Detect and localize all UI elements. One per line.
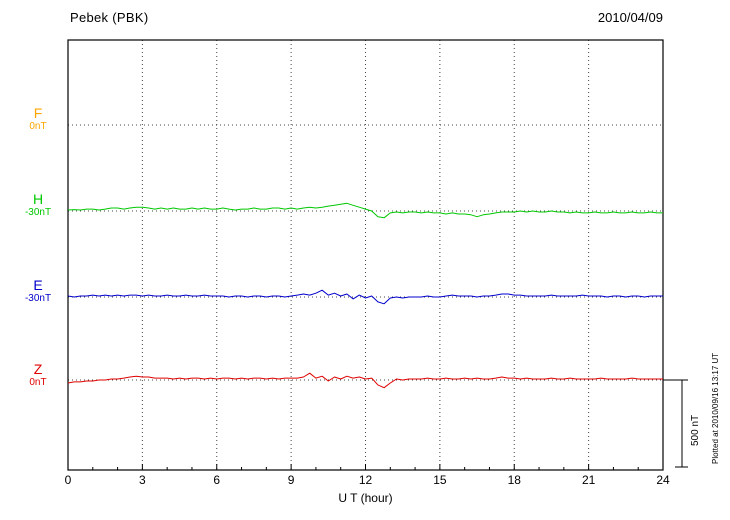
series-baseline-z: 0nT	[29, 377, 47, 388]
x-tick-label: 15	[433, 473, 447, 487]
x-tick-label: 12	[358, 473, 373, 487]
station-title: Pebek (PBK)	[70, 10, 149, 25]
x-tick-label: 24	[656, 473, 670, 487]
plot-date: 2010/04/09	[597, 10, 663, 25]
x-axis-label: U T (hour)	[338, 491, 393, 505]
series-label-e: E -30nT	[14, 278, 62, 305]
series-letter-f: F	[33, 105, 43, 121]
series-letter-z: Z	[33, 361, 43, 377]
x-tick-label: 9	[287, 473, 295, 487]
x-tick-label: 6	[213, 473, 221, 487]
series-letter-h: H	[32, 191, 44, 207]
plotted-at-note: Plotted at 2010/09/16 13:17 UT	[711, 352, 720, 464]
series-label-z: Z 0nT	[14, 362, 62, 389]
x-tick-label: 18	[507, 473, 521, 487]
series-label-h: H -30nT	[14, 192, 62, 219]
series-letter-e: E	[33, 277, 43, 293]
x-tick-label: 21	[581, 473, 596, 487]
series-label-f: F 0nT	[14, 106, 62, 133]
series-baseline-f: 0nT	[29, 121, 47, 132]
x-tick-label: 0	[64, 473, 72, 487]
series-baseline-h: -30nT	[24, 207, 52, 218]
scale-bar-label: 500 nT	[690, 414, 701, 446]
x-tick-label: 3	[139, 473, 146, 487]
series-baseline-e: -30nT	[24, 293, 52, 304]
